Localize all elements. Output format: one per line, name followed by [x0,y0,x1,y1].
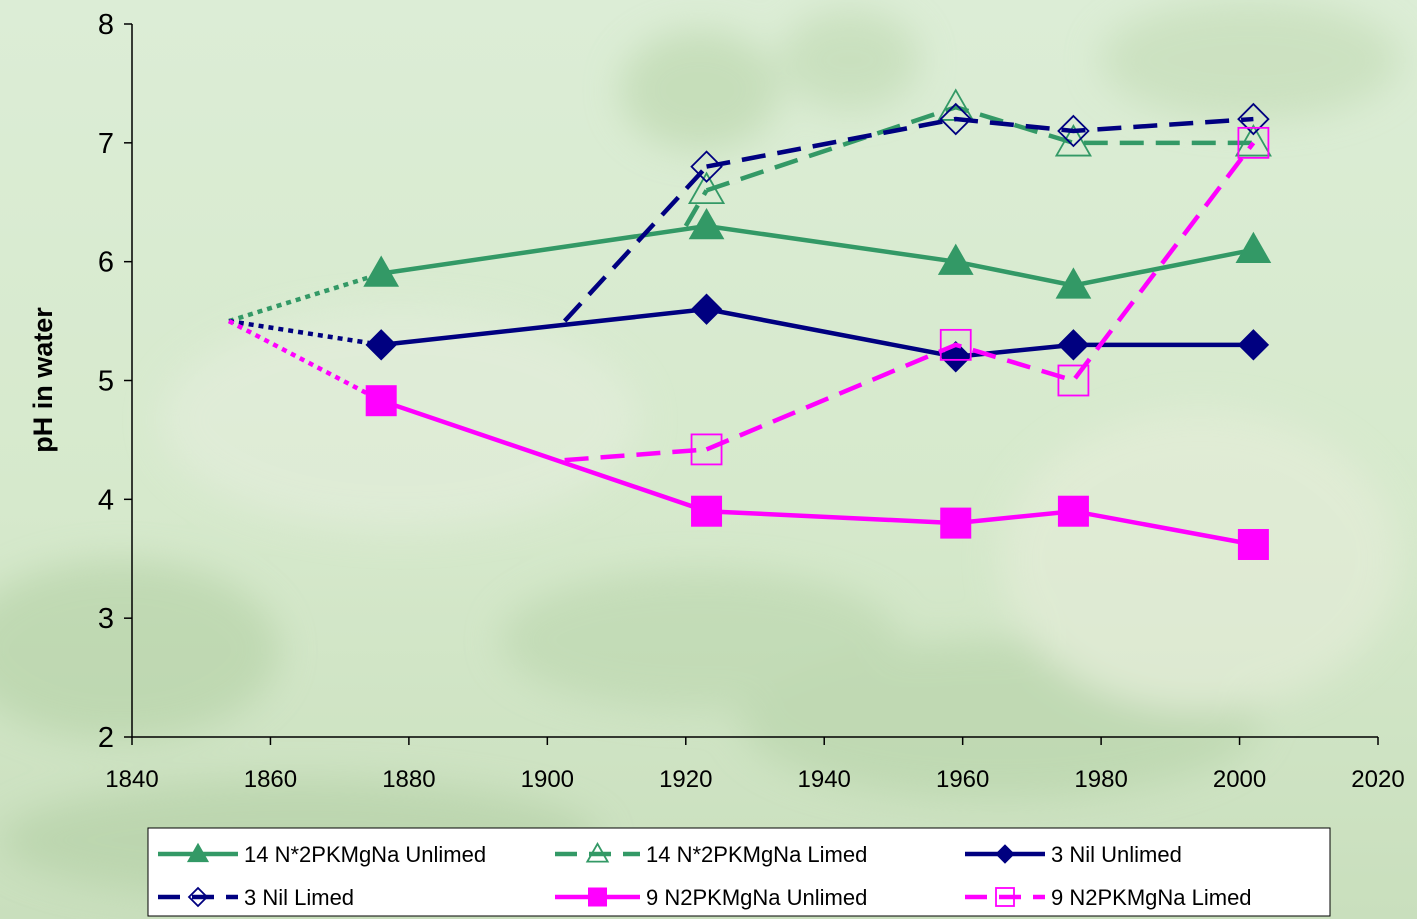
y-tick-label: 4 [98,484,114,516]
data-point [687,171,726,205]
data-point [1057,495,1089,527]
data-point [690,293,723,325]
data-point [939,102,973,136]
data-point [690,150,723,183]
lead-in-line [564,447,707,463]
y-axis-label: pH in water [28,307,58,453]
data-point [1237,329,1270,361]
lead-in-line [228,271,382,324]
y-tick-label: 2 [98,722,114,754]
legend-label: 14 N*2PKMgNa Unlimed [244,842,486,867]
data-point [939,328,972,361]
x-tick-label: 1860 [244,766,297,793]
series [228,293,1270,373]
data-point [1057,329,1090,361]
data-point [1054,124,1092,157]
legend-marker [588,887,607,907]
legend-box [147,827,1331,917]
data-point [688,208,725,240]
legend-item: 3 Nil Limed [158,885,354,910]
x-tick-label: 2020 [1351,766,1404,793]
data-point [1057,364,1090,397]
series-line [706,116,1254,169]
legend-item: 9 N2PKMgNa Limed [965,885,1252,910]
x-tick-label: 1900 [521,766,574,793]
y-tick-label: 6 [98,247,114,279]
data-point [1237,528,1269,560]
legend: 14 N*2PKMgNa Unlimed 14 N*2PKMgNa Limed 3 … [158,841,1252,910]
y-tick-label: 8 [98,9,114,41]
data-point [1237,102,1270,136]
legend-marker [995,844,1015,864]
lead-in-line [683,189,709,228]
x-tick-label: 1960 [936,766,989,793]
data-point [365,385,397,417]
legend-item: 14 N*2PKMgNa Unlimed [158,842,486,867]
legend-label: 3 Nil Limed [244,885,354,910]
lead-in-line [227,319,383,403]
x-tick-label: 1920 [659,766,712,793]
data-point [940,507,972,539]
legend-item: 14 N*2PKMgNa Limed [555,841,867,867]
data-point [1234,124,1272,157]
data-point [1057,114,1090,148]
plot-area: 2 3 4 5 6 7 8 1840 1860 1880 1900 1920 1940 1960 1980 2… [98,9,1405,793]
series [564,126,1270,466]
data-point [1237,126,1270,159]
series-line [705,141,1256,452]
data-point [1055,267,1092,299]
x-tick-label: 1980 [1074,766,1127,793]
data-point [363,255,400,287]
x-tick-label: 1940 [798,766,851,793]
x-tick-label: 1840 [105,766,158,793]
legend-marker [187,886,209,908]
series [228,208,1272,324]
legend-marker [585,841,610,863]
y-tick-label: 3 [98,603,114,635]
legend-label: 14 N*2PKMgNa Limed [646,842,867,867]
data-point [1235,231,1272,264]
x-tick-label: 1880 [382,766,435,793]
legend-label: 9 N2PKMgNa Unlimed [646,885,867,910]
data-point [937,243,974,275]
legend-label: 9 N2PKMgNa Limed [1051,885,1252,910]
series [562,102,1270,323]
legend-marker [186,842,210,863]
x-tick-label: 2000 [1213,766,1266,793]
data-point [691,495,723,527]
legend-item: 9 N2PKMgNa Unlimed [555,885,867,910]
y-tick-label: 7 [98,128,114,160]
y-tick-label: 5 [98,366,114,398]
data-point [690,433,723,466]
legend-label: 3 Nil Unlimed [1051,842,1182,867]
series-line [705,104,1254,193]
series [227,319,1269,560]
legend-marker [995,887,1015,907]
data-point [365,329,397,361]
legend-item: 3 Nil Unlimed [965,842,1182,867]
